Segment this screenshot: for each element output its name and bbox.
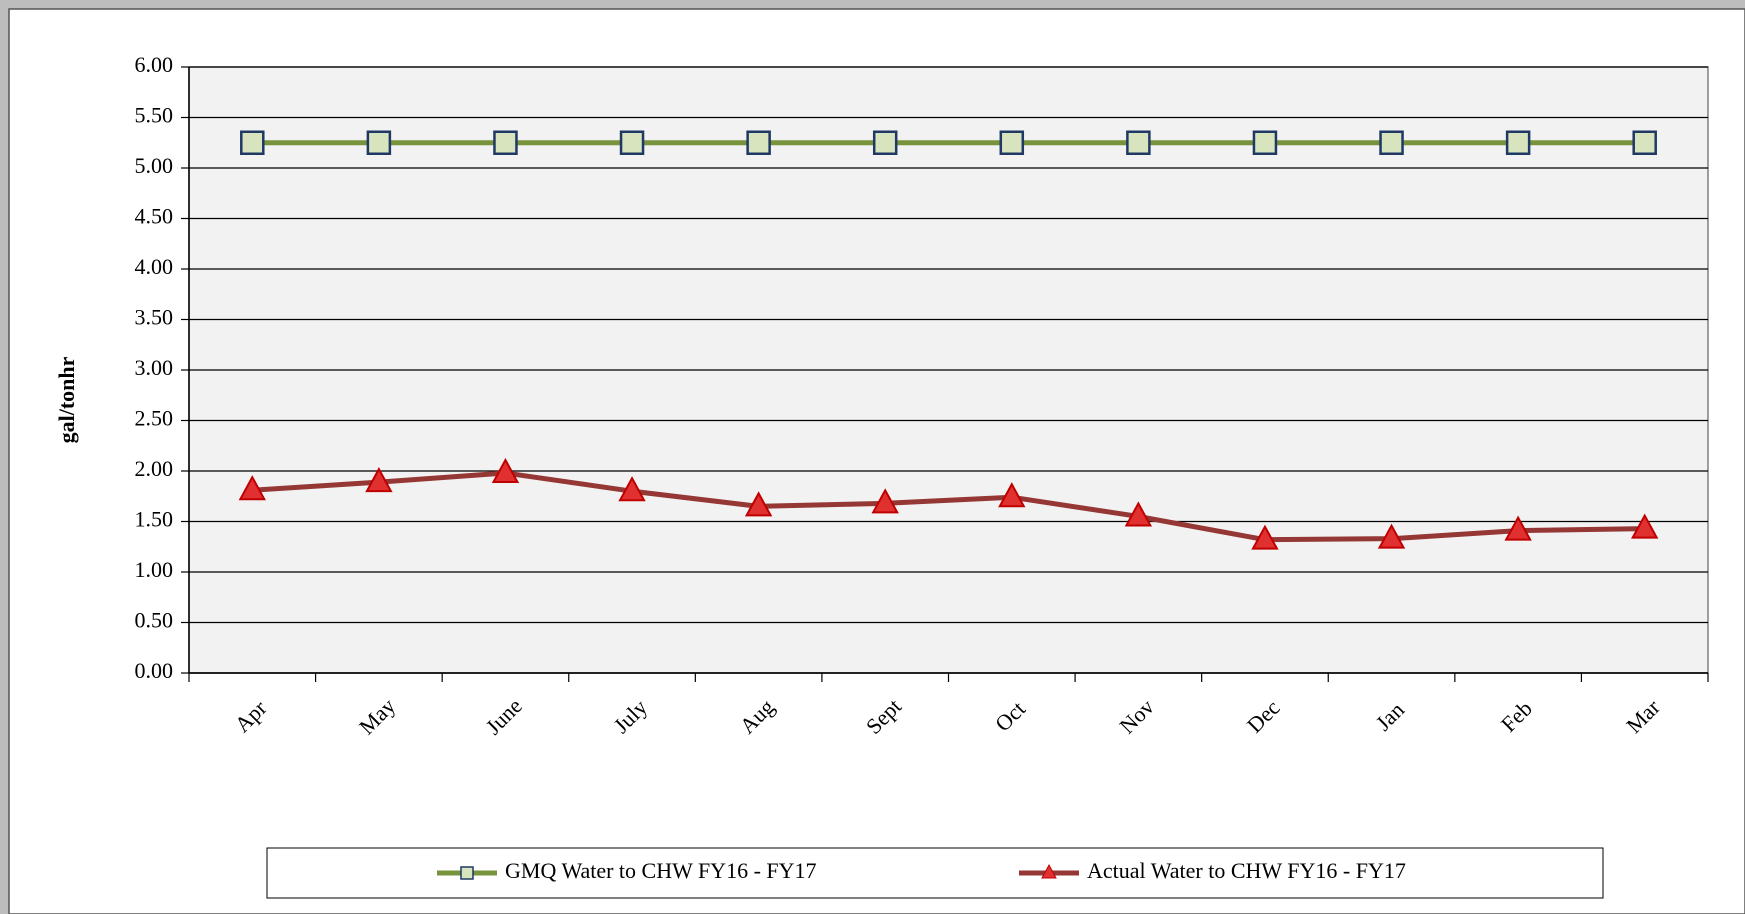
marker bbox=[493, 130, 518, 155]
marker bbox=[238, 475, 266, 501]
marker bbox=[618, 476, 646, 502]
legend-label: GMQ Water to CHW FY16 - FY17 bbox=[505, 858, 817, 883]
marker bbox=[1504, 515, 1532, 541]
marker bbox=[1631, 513, 1659, 539]
marker bbox=[1632, 130, 1657, 155]
marker bbox=[871, 488, 899, 514]
y-tick-label: 4.00 bbox=[135, 254, 174, 279]
marker bbox=[999, 130, 1025, 155]
y-tick-label: 3.00 bbox=[135, 355, 174, 380]
y-tick-label: 2.00 bbox=[135, 456, 174, 481]
marker bbox=[1505, 130, 1531, 155]
legend-marker bbox=[460, 866, 474, 880]
marker bbox=[746, 130, 771, 155]
marker bbox=[1252, 130, 1278, 155]
marker bbox=[1126, 130, 1151, 155]
marker bbox=[1379, 130, 1404, 155]
y-tick-label: 1.50 bbox=[135, 507, 174, 532]
legend-label: Actual Water to CHW FY16 - FY17 bbox=[1087, 858, 1406, 883]
y-tick-label: 5.00 bbox=[135, 153, 174, 178]
y-tick-label: 0.50 bbox=[135, 608, 174, 633]
marker bbox=[1124, 501, 1153, 527]
y-tick-label: 2.50 bbox=[135, 406, 174, 431]
marker bbox=[872, 130, 898, 155]
marker bbox=[744, 491, 773, 517]
marker bbox=[366, 130, 392, 155]
y-tick-label: 0.00 bbox=[135, 658, 174, 683]
marker bbox=[998, 482, 1026, 508]
marker bbox=[1251, 524, 1279, 550]
y-tick-label: 4.50 bbox=[135, 204, 174, 229]
legend-marker bbox=[1041, 863, 1057, 879]
y-tick-label: 3.50 bbox=[135, 305, 174, 330]
marker bbox=[1377, 523, 1406, 549]
y-axis-label: gal/tonhr bbox=[54, 356, 79, 443]
marker bbox=[240, 130, 265, 155]
marker bbox=[365, 467, 393, 493]
y-tick-label: 5.50 bbox=[135, 103, 174, 128]
series-line bbox=[252, 470, 1645, 543]
marker bbox=[491, 457, 520, 484]
y-tick-label: 1.00 bbox=[135, 557, 174, 582]
marker bbox=[619, 130, 645, 155]
y-tick-label: 6.00 bbox=[135, 52, 174, 77]
